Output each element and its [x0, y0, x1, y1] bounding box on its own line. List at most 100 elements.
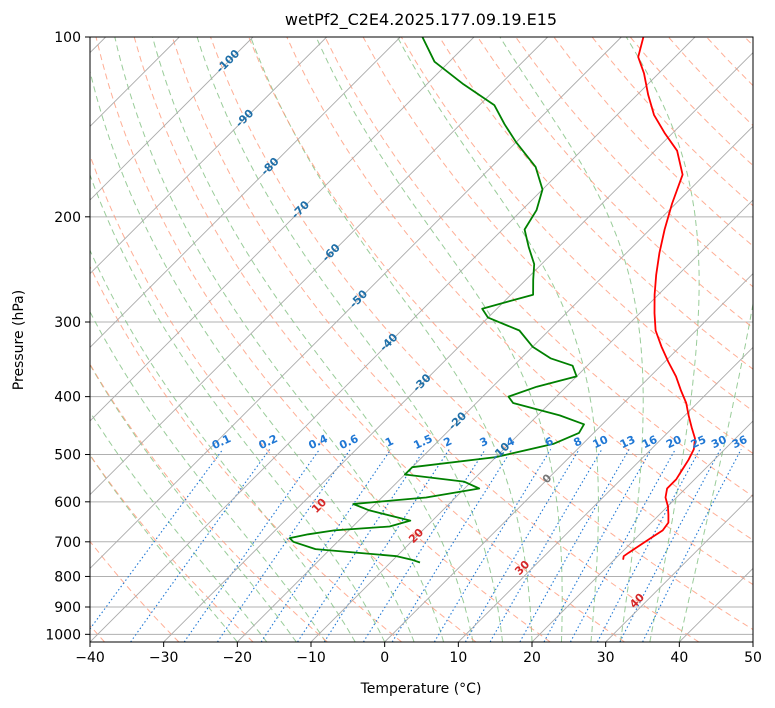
- moist-adiabat-line: [678, 301, 753, 642]
- dry-adiabat-line: [400, 37, 753, 412]
- profile-series: [288, 37, 696, 564]
- isotherm-line: [679, 567, 753, 642]
- dry-adiabat-line: [706, 37, 753, 87]
- moist-adiabat-line: [90, 363, 297, 642]
- isotherm-line: [90, 37, 548, 496]
- isotherm-label: -100: [214, 47, 243, 76]
- y-tick-label: 100: [54, 30, 81, 46]
- mixing-ratio-line: [642, 449, 742, 642]
- isotherm-label: -80: [258, 155, 281, 178]
- mixing-ratio-line: [362, 448, 486, 642]
- moist-adiabats: [90, 37, 753, 642]
- y-tick-label: 200: [54, 210, 81, 226]
- plot-area: 0.1 0.2 0.4 0.6 1 1.5 2 3 4 6 8 10 13 16 20 25 30 36-100-…: [90, 37, 753, 642]
- y-tick-label: 900: [54, 600, 81, 616]
- isotherm-label: 0: [540, 471, 555, 486]
- mixing-ratio-line: [183, 448, 321, 642]
- y-tick-label: 1000: [45, 627, 81, 643]
- mixing-ratio-label: 16: [640, 433, 660, 451]
- x-tick-label: −40: [75, 650, 105, 666]
- moist-adiabat-line: [90, 310, 327, 642]
- dry-adiabat-line: [133, 37, 625, 642]
- isotherm-line: [90, 37, 622, 569]
- y-tick-label: 300: [54, 315, 81, 331]
- isotherm-label: -20: [446, 409, 469, 432]
- moist-adiabat-line: [625, 37, 700, 642]
- mixing-ratio-label: 8: [572, 435, 584, 450]
- isotherm-label: -30: [410, 371, 433, 394]
- mixing-ratio-label: 1: [383, 435, 395, 450]
- x-tick-label: −20: [223, 650, 253, 666]
- moist-adiabat-line: [90, 411, 268, 642]
- mixing-ratio-line: [323, 448, 450, 642]
- mixing-ratio-label: 10: [591, 433, 611, 451]
- dry-adiabat-line: [90, 153, 477, 642]
- dry-adiabat-line: [324, 37, 753, 498]
- isotherm-line: [90, 37, 696, 642]
- x-tick-label: −10: [296, 650, 326, 666]
- mixing-ratio-line: [596, 449, 701, 642]
- dry-adiabat-line: [90, 453, 254, 642]
- x-tick-label: 50: [744, 650, 762, 666]
- isotherm-line: [310, 199, 753, 642]
- dry-adiabat-label: 40: [627, 591, 647, 611]
- x-tick-label: 0: [380, 650, 389, 666]
- mixing-ratio-line: [464, 449, 580, 642]
- moist-adiabat-line: [114, 37, 445, 642]
- isotherm-line: [458, 346, 753, 642]
- pressure-gridlines: [90, 37, 753, 635]
- moist-adiabat-line: [396, 37, 599, 642]
- dry-adiabats: [90, 37, 753, 642]
- dewpoint-profile-line: [288, 37, 585, 564]
- mixing-ratio-line: [216, 448, 351, 642]
- dry-adiabat-line: [248, 37, 753, 586]
- isotherm-line: [384, 273, 753, 642]
- isotherm-line: [237, 125, 753, 642]
- mixing-ratio-line: [297, 448, 426, 642]
- moist-adiabat-line: [499, 37, 644, 642]
- mixing-ratio-label: 36: [730, 433, 750, 451]
- dry-adiabat-line: [171, 37, 700, 642]
- dry-adiabat-line: [90, 363, 328, 642]
- mixing-ratio-line: [619, 449, 721, 642]
- isotherm-line: [90, 37, 254, 201]
- mixing-ratio-line: [90, 448, 224, 630]
- mixing-ratio-label: 0.2: [257, 432, 280, 452]
- mixing-ratio-label: 6: [543, 434, 556, 449]
- chart-title: wetPf2_C2E4.2025.177.09.19.E15: [285, 10, 557, 30]
- dry-adiabat-line: [477, 37, 753, 329]
- plot-frame: [89, 36, 754, 643]
- temperature-profile-line: [622, 37, 696, 560]
- isotherm-line: [90, 37, 327, 275]
- isotherm-label: -90: [233, 106, 256, 129]
- dry-adiabat-line: [210, 37, 753, 631]
- mixing-ratio-label: 1.5: [411, 432, 434, 452]
- isotherm-label: -60: [320, 241, 343, 264]
- y-axis-label: Pressure (hPa): [11, 290, 27, 390]
- dry-adiabat-label: 10: [309, 495, 329, 515]
- dry-adiabat-line: [95, 37, 551, 642]
- y-tick-label: 400: [54, 390, 81, 406]
- moist-adiabat-line: [90, 69, 415, 642]
- y-tick-label: 800: [54, 569, 81, 585]
- y-tick-label: 700: [54, 535, 81, 551]
- x-axis-ticks: −40 −30 −20 −10 0 10 20 30 40 50: [75, 642, 762, 666]
- mixing-ratio-label: 25: [689, 433, 708, 451]
- moist-adiabat-line: [250, 37, 533, 642]
- mixing-ratio-line: [391, 448, 513, 642]
- dry-adiabat-line: [744, 37, 753, 47]
- mixing-ratio-label: 20: [664, 433, 684, 451]
- x-tick-label: 30: [597, 650, 615, 666]
- isotherm-line: [605, 494, 753, 642]
- x-tick-label: −30: [149, 650, 179, 666]
- mixing-ratio-label: 2: [442, 435, 454, 450]
- dry-adiabat-line: [90, 265, 403, 642]
- isotherm-line: [163, 52, 753, 642]
- moist-adiabat-line: [196, 37, 503, 642]
- dry-adiabat-line: [668, 37, 753, 127]
- mixing-ratio-label: 30: [709, 433, 729, 451]
- x-tick-label: 40: [670, 650, 688, 666]
- moist-adiabat-line: [315, 37, 563, 642]
- dry-adiabat-line: [286, 37, 753, 541]
- dry-adiabat-line: [515, 37, 753, 288]
